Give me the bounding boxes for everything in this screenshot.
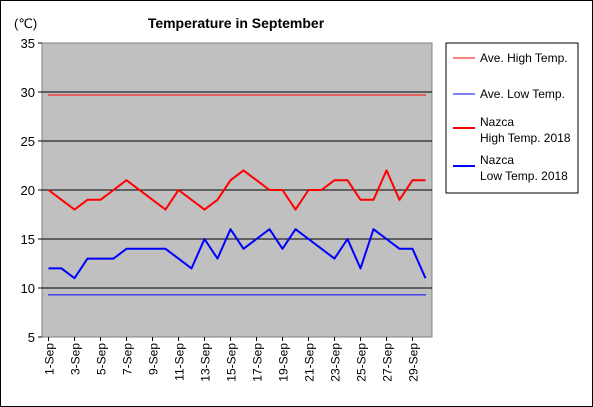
- x-tick-label: 9-Sep: [147, 343, 161, 375]
- x-tick-label: 11-Sep: [173, 343, 187, 381]
- legend-label: Ave. High Temp.: [480, 51, 568, 65]
- y-tick-label: 20: [21, 183, 35, 198]
- series-layer: [47, 94, 427, 296]
- x-tick-label: 1-Sep: [43, 343, 57, 375]
- y-tick-label: 35: [21, 36, 35, 51]
- y-axis-ticks: 5 10 15 20 25 30 35: [21, 36, 42, 345]
- series-line-4: [48, 228, 427, 280]
- chart-title: Temperature in September: [148, 15, 325, 31]
- x-tick-label: 29-Sep: [407, 343, 421, 382]
- x-tick-label: 21-Sep: [303, 343, 317, 382]
- y-tick-label: 10: [21, 281, 35, 296]
- x-axis-ticks: 1-Sep 3-Sep 5-Sep 7-Sep 9-Sep 11-Sep 13-Sep 15-…: [43, 337, 421, 382]
- x-tick-label: 25-Sep: [355, 343, 369, 382]
- x-tick-label: 13-Sep: [199, 343, 213, 382]
- x-tick-label: 3-Sep: [69, 343, 83, 375]
- legend-label: Ave. Low Temp.: [480, 87, 565, 101]
- y-tick-label: 25: [21, 134, 35, 149]
- legend: Ave. High Temp. Ave. Low Temp. Nazca High T…: [453, 51, 571, 183]
- legend-box: [445, 42, 579, 194]
- unit-label: (℃): [14, 16, 37, 31]
- y-tick-label: 30: [21, 85, 35, 100]
- x-tick-label: 17-Sep: [251, 343, 265, 382]
- x-tick-label: 7-Sep: [121, 343, 135, 375]
- series-line-3: [47, 169, 426, 211]
- x-tick-label: 19-Sep: [277, 343, 291, 382]
- legend-label: Nazca High Temp. 2018: [480, 115, 571, 145]
- x-tick-label: 5-Sep: [95, 343, 109, 375]
- x-tick-label: 23-Sep: [329, 343, 343, 382]
- legend-label: Nazca Low Temp. 2018: [480, 153, 568, 183]
- y-tick-label: 5: [28, 330, 35, 345]
- x-tick-label: 15-Sep: [225, 343, 239, 382]
- x-tick-label: 27-Sep: [381, 343, 395, 382]
- y-tick-label: 15: [21, 232, 35, 247]
